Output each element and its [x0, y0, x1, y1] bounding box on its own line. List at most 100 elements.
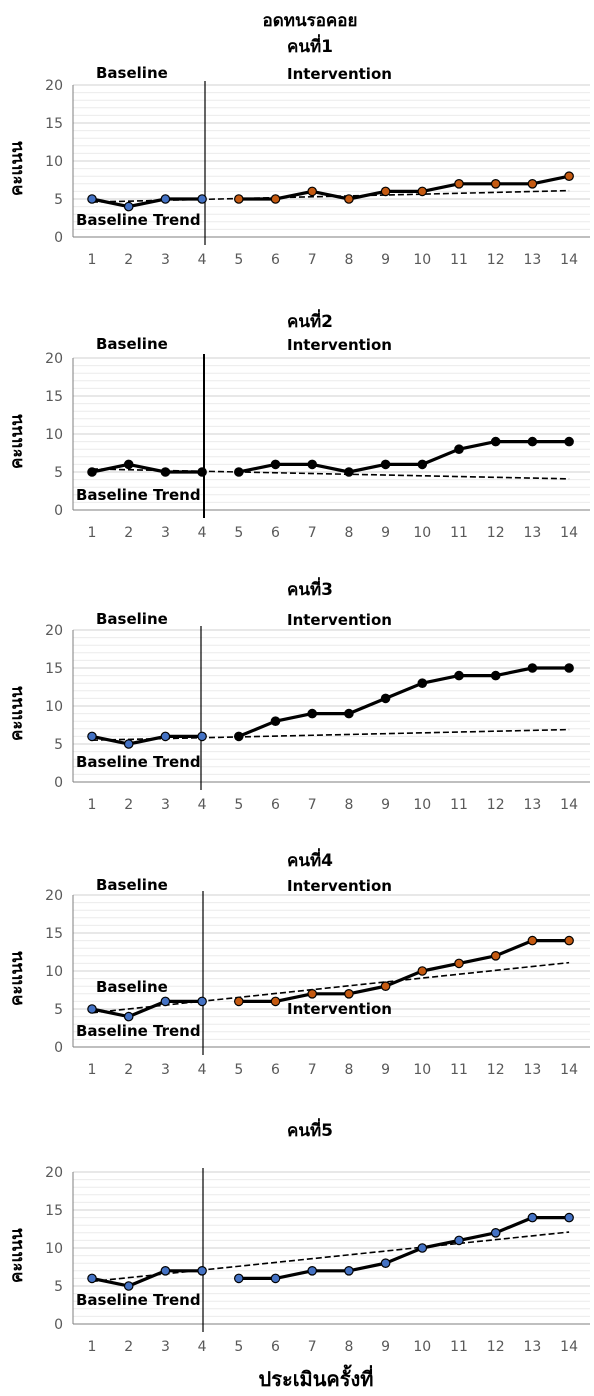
- intervention-series-line: [238, 938, 570, 1004]
- x-tick-label: 9: [381, 1339, 390, 1355]
- intervention-point: [380, 693, 391, 704]
- baseline-trend-line: [91, 961, 570, 1014]
- y-tick-label: 20: [45, 351, 63, 367]
- baseline-point: [87, 194, 97, 204]
- baseline-trend-label: Baseline Trend: [76, 753, 201, 771]
- intervention-point: [417, 186, 428, 197]
- panel-title: คนที่2: [287, 309, 333, 332]
- intervention-point: [307, 988, 317, 999]
- y-tick-label: 20: [45, 78, 63, 94]
- y-tick-label: 5: [54, 1002, 63, 1018]
- baseline-trend-label: Baseline Trend: [76, 486, 201, 504]
- x-tick-label: 2: [124, 797, 133, 813]
- intervention-point: [527, 179, 538, 189]
- x-tick-label: 11: [450, 1062, 468, 1078]
- x-tick-label: 14: [560, 1062, 578, 1078]
- intervention-point: [454, 179, 464, 189]
- baseline-point: [160, 467, 171, 477]
- y-tick-label: 5: [54, 737, 63, 753]
- intervention-point: [490, 179, 501, 189]
- intervention-point: [270, 996, 281, 1007]
- intervention-point: [454, 958, 464, 969]
- baseline-point: [197, 996, 207, 1007]
- intervention-point: [307, 1266, 317, 1276]
- intervention-series-line: [238, 666, 570, 738]
- intervention-series-line: [238, 1215, 570, 1281]
- x-tick-label: 7: [308, 252, 317, 268]
- x-tick-label: 3: [161, 252, 170, 268]
- intervention-point: [417, 678, 428, 688]
- y-axis-label: คะแนน: [7, 1228, 27, 1283]
- intervention-point: [344, 708, 354, 719]
- x-tick-label: 9: [381, 1062, 390, 1078]
- phase-label-baseline: Baseline: [96, 978, 168, 996]
- intervention-point: [527, 436, 538, 447]
- y-axis-label: คะแนน: [7, 686, 27, 741]
- x-tick-label: 7: [308, 797, 317, 813]
- panel-title: คนที่4: [287, 848, 333, 871]
- y-axis-label: คะแนน: [7, 414, 27, 469]
- intervention-point: [344, 194, 354, 204]
- y-tick-label: 0: [54, 230, 63, 246]
- intervention-point: [527, 663, 538, 673]
- intervention-point: [417, 1243, 428, 1253]
- intervention-point: [270, 1273, 281, 1284]
- intervention-point: [454, 444, 464, 454]
- x-tick-label: 4: [198, 1339, 207, 1355]
- x-tick-label: 12: [487, 252, 505, 268]
- y-tick-label: 10: [45, 964, 63, 980]
- baseline-series-line: [91, 999, 203, 1019]
- x-tick-label: 10: [413, 1062, 431, 1078]
- panel-title: คนที่5: [287, 1118, 333, 1141]
- x-tick-label: 11: [450, 525, 468, 541]
- y-tick-label: 10: [45, 427, 63, 443]
- baseline-point: [160, 731, 171, 742]
- y-tick-label: 0: [54, 775, 63, 791]
- baseline-point: [123, 201, 134, 212]
- x-tick-label: 14: [560, 1339, 578, 1355]
- x-tick-label: 3: [161, 1339, 170, 1355]
- phase-label-intervention: Intervention: [287, 611, 392, 629]
- intervention-point: [380, 1258, 391, 1268]
- x-tick-label: 3: [161, 797, 170, 813]
- y-tick-label: 5: [54, 1279, 63, 1295]
- x-tick-label: 14: [560, 797, 578, 813]
- y-axis-label: คะแนน: [7, 141, 27, 196]
- x-tick-label: 8: [344, 797, 353, 813]
- panel-title: คนที่1: [287, 34, 333, 57]
- x-tick-label: 13: [523, 797, 541, 813]
- x-tick-label: 4: [198, 1062, 207, 1078]
- x-tick-label: 8: [344, 1062, 353, 1078]
- x-tick-label: 9: [381, 797, 390, 813]
- baseline-trend-label: Baseline Trend: [76, 1291, 201, 1309]
- intervention-point: [270, 716, 281, 726]
- phase-label-baseline: Baseline: [96, 610, 168, 628]
- x-tick-label: 11: [450, 1339, 468, 1355]
- intervention-point: [564, 663, 574, 673]
- panel-title: คนที่3: [287, 577, 333, 600]
- baseline-point: [197, 1266, 207, 1276]
- intervention-point: [344, 1266, 354, 1276]
- x-tick-label: 6: [271, 1339, 280, 1355]
- x-tick-label: 2: [124, 1062, 133, 1078]
- x-tick-label: 2: [124, 525, 133, 541]
- phase-label-intervention: Intervention: [287, 1000, 392, 1018]
- x-tick-label: 6: [271, 252, 280, 268]
- x-tick-label: 1: [88, 525, 97, 541]
- x-tick-label: 11: [450, 252, 468, 268]
- intervention-point: [564, 935, 574, 946]
- intervention-point: [564, 1212, 574, 1223]
- baseline-trend-line: [91, 728, 570, 741]
- x-axis-label: ประเมินครั้งที่: [259, 1364, 374, 1391]
- x-tick-label: 12: [487, 1062, 505, 1078]
- intervention-point: [307, 459, 317, 470]
- y-tick-label: 15: [45, 926, 63, 942]
- phase-label-baseline: Baseline: [96, 335, 168, 353]
- baseline-trend-label: Baseline Trend: [76, 1022, 201, 1040]
